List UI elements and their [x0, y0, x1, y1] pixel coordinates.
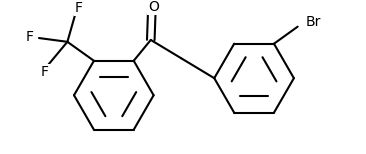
Text: F: F: [41, 65, 49, 79]
Text: F: F: [26, 30, 33, 44]
Text: F: F: [75, 1, 83, 15]
Text: O: O: [148, 0, 159, 14]
Text: Br: Br: [305, 15, 321, 29]
